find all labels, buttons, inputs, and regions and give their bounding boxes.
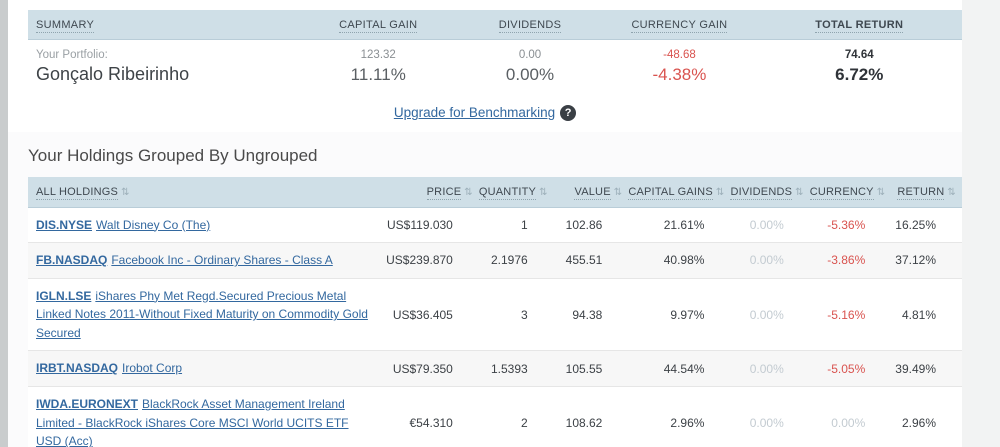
price-cell: €54.310	[409, 415, 453, 430]
sort-icon: ⇅	[947, 186, 956, 198]
capital-gain-amount: 123.32	[360, 49, 396, 61]
currency-cell: -3.86%	[827, 253, 866, 268]
holding-row-igln: IGLN.LSE iShares Phy Met Regd.Secured Pre…	[28, 278, 962, 351]
dividends-cell: 0.00%	[749, 415, 784, 430]
price-cell: US$239.870	[386, 253, 453, 268]
holdings-table: ALL HOLDINGS ⇅ PRICE ⇅ QUANTITY ⇅ VALUE ⇅ CA…	[28, 177, 962, 447]
column-header-value[interactable]: VALUE ⇅	[553, 177, 629, 208]
holding-name-cell: IRBT.NASDAQ Irobot Corp	[28, 351, 385, 387]
dividends-cell: 0.00%	[749, 361, 784, 376]
holding-ticker-link[interactable]: IGLN.LSE	[36, 288, 92, 303]
column-header-quantity[interactable]: QUANTITY ⇅	[478, 177, 554, 208]
column-header-all-holdings[interactable]: ALL HOLDINGS ⇅	[28, 177, 385, 208]
currency-gain-amount: -48.68	[663, 49, 696, 61]
currency-cell: -5.05%	[827, 361, 866, 376]
value-cell: 105.55	[565, 361, 603, 376]
currency-cell: -5.16%	[827, 307, 866, 322]
quantity-cell: 1	[520, 217, 528, 232]
summary-header-summary: SUMMARY	[28, 10, 299, 40]
holding-row-iwda: IWDA.EURONEXT BlackRock Asset Management …	[28, 386, 962, 447]
capital-gains-cell: 2.96%	[670, 415, 705, 430]
capital-gains-cell: 40.98%	[663, 253, 705, 268]
quantity-cell: 3	[520, 307, 528, 322]
holding-ticker-link[interactable]: IWDA.EURONEXT	[36, 397, 138, 412]
holding-name-cell: IGLN.LSE iShares Phy Met Regd.Secured Pre…	[28, 278, 385, 351]
holding-row-irbt: IRBT.NASDAQ Irobot Corp US$79.350 1.5393 …	[28, 350, 962, 387]
capital-gain-percent: 11.11%	[350, 64, 406, 84]
dividends-cell: 0.00%	[749, 307, 784, 322]
help-icon[interactable]: ?	[560, 104, 577, 121]
value-cell: 102.86	[565, 217, 603, 232]
capital-gains-cell: 21.61%	[663, 217, 705, 232]
price-cell: US$79.350	[392, 361, 453, 376]
holding-name-link[interactable]: Walt Disney Co (The)	[96, 217, 211, 232]
capital-gains-cell: 44.54%	[663, 361, 705, 376]
value-cell: 108.62	[565, 415, 603, 430]
return-cell: 39.49%	[895, 361, 936, 376]
return-cell: 4.81%	[901, 307, 936, 322]
column-header-currency[interactable]: CURRENCY ⇅	[809, 177, 892, 208]
dividends-cell: 0.00%	[749, 253, 784, 268]
summary-header-dividends: DIVIDENDS	[457, 10, 603, 40]
sort-icon: ⇅	[464, 186, 473, 198]
dividends-percent: 0.00%	[505, 64, 555, 84]
value-cell: 455.51	[565, 253, 603, 268]
holding-row-fb: FB.NASDAQ Facebook Inc - Ordinary Shares …	[28, 242, 962, 279]
holding-ticker-link[interactable]: IRBT.NASDAQ	[36, 361, 119, 376]
sort-icon: ⇅	[613, 186, 623, 198]
holding-name-cell: FB.NASDAQ Facebook Inc - Ordinary Shares …	[28, 243, 385, 279]
value-cell: 94.38	[572, 307, 603, 322]
column-header-dividends[interactable]: DIVIDENDS ⇅	[730, 177, 810, 208]
column-header-price[interactable]: PRICE ⇅	[384, 177, 479, 208]
return-cell: 37.12%	[895, 253, 936, 268]
upgrade-row: Upgrade for Benchmarking?	[8, 95, 962, 132]
holdings-section: Your Holdings Grouped By Ungrouped ALL H…	[8, 132, 962, 447]
summary-header-row: SUMMARY CAPITAL GAIN DIVIDENDS CURRENCY …	[28, 10, 962, 40]
quantity-cell: 1.5393	[490, 361, 528, 376]
sort-icon: ⇅	[121, 186, 130, 198]
holding-name-link[interactable]: Irobot Corp	[122, 361, 183, 376]
portfolio-label: Your Portfolio:	[36, 49, 108, 61]
upgrade-benchmarking-link[interactable]: Upgrade for Benchmarking	[393, 105, 556, 120]
currency-cell: -5.36%	[827, 217, 866, 232]
holding-name-link[interactable]: Facebook Inc - Ordinary Shares - Class A	[111, 253, 333, 268]
summary-percents-row: Gonçalo Ribeirinho 11.11% 0.00% -4.38% 6…	[28, 61, 962, 95]
return-cell: 2.96%	[901, 415, 936, 430]
sort-icon: ⇅	[876, 186, 886, 198]
window-left-edge	[0, 0, 8, 447]
summary-header-total-return: TOTAL RETURN	[756, 10, 962, 40]
sort-icon: ⇅	[539, 186, 548, 198]
total-return-percent: 6.72%	[835, 64, 884, 84]
summary-table: SUMMARY CAPITAL GAIN DIVIDENDS CURRENCY …	[28, 10, 962, 95]
holdings-header-row: ALL HOLDINGS ⇅ PRICE ⇅ QUANTITY ⇅ VALUE ⇅ CA…	[28, 177, 962, 208]
sort-icon: ⇅	[715, 186, 725, 198]
total-return-amount: 74.64	[844, 49, 874, 61]
sort-icon: ⇅	[795, 186, 804, 198]
summary-amounts-row: Your Portfolio: 123.32 0.00 -48.68 74.64	[28, 40, 962, 61]
holding-name-cell: IWDA.EURONEXT BlackRock Asset Management …	[28, 387, 385, 447]
holding-name-link[interactable]: BlackRock Asset Management Ireland Limit…	[36, 397, 349, 447]
quantity-cell: 2	[520, 415, 528, 430]
portfolio-panel: SUMMARY CAPITAL GAIN DIVIDENDS CURRENCY …	[8, 0, 962, 447]
price-cell: US$36.405	[392, 307, 453, 322]
summary-header-capital-gain: CAPITAL GAIN	[298, 10, 458, 40]
column-header-return[interactable]: RETURN ⇅	[891, 177, 962, 208]
holding-row-dis: DIS.NYSE Walt Disney Co (The) US$119.030 …	[28, 207, 962, 243]
dividends-cell: 0.00%	[749, 217, 784, 232]
price-cell: US$119.030	[387, 217, 453, 232]
currency-gain-percent: -4.38%	[652, 64, 707, 84]
return-cell: 16.25%	[895, 217, 936, 232]
column-header-capital-gains[interactable]: CAPITAL GAINS ⇅	[628, 177, 731, 208]
holding-ticker-link[interactable]: DIS.NYSE	[36, 217, 93, 232]
summary-header-currency-gain: CURRENCY GAIN	[602, 10, 757, 40]
capital-gains-cell: 9.97%	[670, 307, 705, 322]
quantity-cell: 2.1976	[490, 253, 528, 268]
holdings-heading: Your Holdings Grouped By Ungrouped	[28, 146, 318, 165]
holding-name-cell: DIS.NYSE Walt Disney Co (The)	[28, 207, 385, 243]
portfolio-name: Gonçalo Ribeirinho	[36, 64, 190, 84]
dividends-amount: 0.00	[518, 49, 542, 61]
currency-cell: 0.00%	[831, 415, 866, 430]
holding-name-link[interactable]: iShares Phy Met Regd.Secured Precious Me…	[36, 288, 368, 340]
holding-ticker-link[interactable]: FB.NASDAQ	[36, 253, 108, 268]
